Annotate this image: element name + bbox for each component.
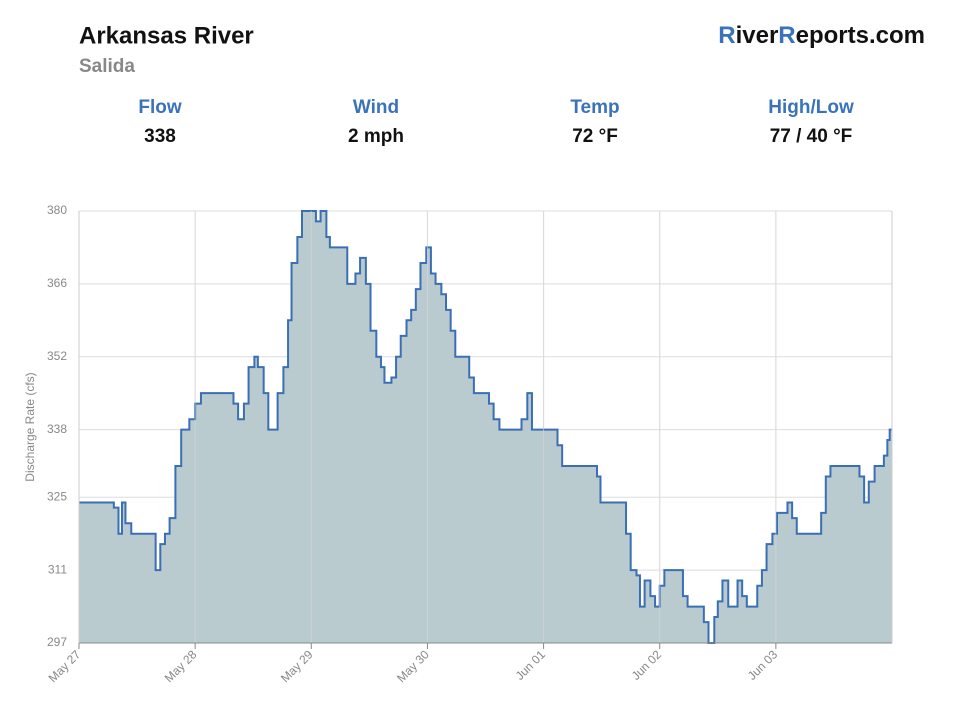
stat-label: Wind [353,97,399,118]
y-tick-label: 338 [47,422,67,436]
river-name: Arkansas River [79,22,254,49]
brand-part: R [718,22,735,49]
location: Salida [79,56,135,77]
y-tick-label: 352 [47,349,67,363]
stat-value: 2 mph [348,126,404,147]
stat-label: Flow [138,97,181,118]
x-tick-label: May 30 [394,647,432,685]
stat-label: Temp [570,97,619,118]
x-tick-label: Jun 03 [745,647,781,683]
x-tick-label: May 28 [162,647,200,685]
y-tick-label: 380 [47,203,67,217]
stat-label: High/Low [768,97,854,118]
x-tick-label: Jun 02 [629,647,665,683]
x-tick-label: May 29 [278,647,316,685]
chart: May 27 May 28 May 29 May 30 Jun 01 Jun 02 Jun … [23,203,893,685]
line [79,210,892,644]
stat-value: 77 / 40 °F [770,126,853,147]
x-tick-label: May 27 [46,647,84,685]
area [79,211,892,643]
brand-part: R [778,22,795,49]
brand-part: iver [736,22,779,49]
stat-value: 72 °F [572,126,618,147]
y-tick-label: 325 [47,489,67,503]
y-tick-label: 297 [47,635,67,649]
brand-part: eports.com [796,22,925,49]
stat-value: 338 [144,126,176,147]
y-tick-label: 311 [48,562,67,576]
x-tick-label: Jun 01 [513,647,549,683]
y-tick-label: 366 [47,276,67,290]
brand[interactable]: RiverReports.com [718,22,925,49]
y-axis-label: Discharge Rate (cfs) [23,372,37,481]
